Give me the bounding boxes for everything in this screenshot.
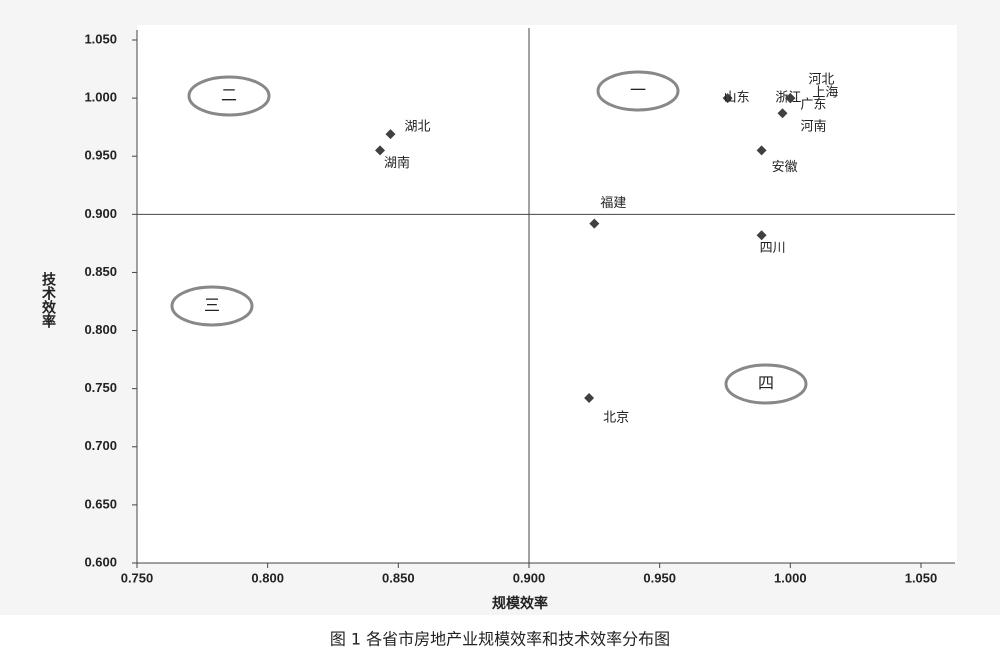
point [756, 145, 767, 156]
y-tick-label: 0.950 [84, 148, 117, 163]
quadrant-label: 四 [758, 374, 774, 393]
quadrant-ring [170, 285, 254, 327]
x-tick-label: 0.800 [251, 570, 284, 585]
caption: 图 1 各省市房地产业规模效率和技术效率分布图 [330, 630, 670, 649]
point [777, 108, 788, 119]
quadrant-ring [187, 75, 271, 117]
y-tick-label: 1.050 [84, 31, 117, 46]
point-label: 安徽 [772, 160, 798, 175]
y-tick-label: 1.000 [84, 90, 117, 105]
point [722, 93, 733, 104]
point-label: 山东 [724, 91, 750, 106]
point [756, 230, 767, 241]
point-label: 河北 [808, 73, 834, 88]
point [785, 93, 796, 104]
point [589, 218, 600, 229]
x-tick-label: 1.050 [905, 570, 938, 585]
y-tick-label: 0.900 [84, 206, 117, 221]
point-label: 广东 [800, 98, 826, 113]
x-tick-label: 0.850 [382, 570, 415, 585]
point-label: 河南 [800, 119, 826, 135]
point-label: 湖北 [404, 120, 430, 135]
point [385, 129, 396, 140]
y-tick-label: 0.750 [84, 380, 117, 395]
quadrant-ring [724, 363, 808, 405]
point [375, 145, 386, 156]
y-tick-label: 0.650 [84, 496, 117, 511]
quadrant-label: 二 [221, 86, 237, 105]
point-label: 上海 [812, 86, 838, 101]
quadrant-label: 三 [204, 296, 220, 315]
x-axis-label: 规模效率 [492, 595, 548, 612]
point-label: 湖南 [384, 155, 410, 171]
point-label: 北京 [603, 410, 629, 425]
y-axis-label: 技术效率 [40, 271, 56, 329]
x-tick-label: 1.000 [774, 570, 807, 585]
x-tick-label: 0.950 [643, 570, 676, 585]
y-tick-label: 0.850 [84, 264, 117, 279]
y-tick-label: 0.800 [84, 322, 117, 337]
point-label: 四川 [760, 241, 786, 256]
x-tick-label: 0.900 [513, 570, 546, 585]
point-label: 福建 [600, 196, 626, 211]
x-tick-label: 0.750 [121, 570, 154, 585]
y-tick-label: 0.600 [84, 554, 117, 569]
point [584, 392, 595, 403]
quadrant-label: 一 [630, 81, 646, 100]
plot-area [137, 25, 957, 563]
quadrant-ring [596, 70, 680, 112]
y-tick-label: 0.700 [84, 438, 117, 453]
